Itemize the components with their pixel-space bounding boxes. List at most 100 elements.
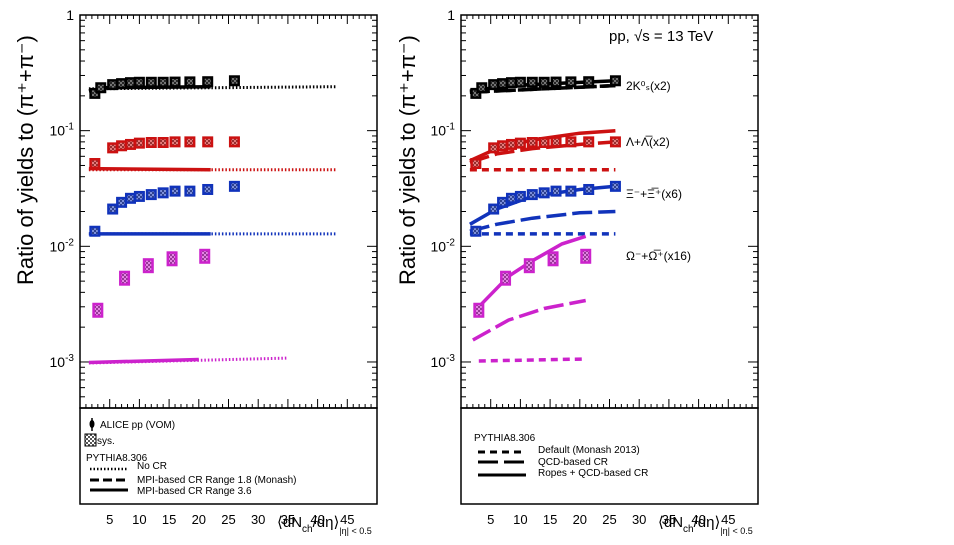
sys-error-box — [204, 186, 211, 193]
sys-error-box — [169, 253, 176, 264]
species-label-lambda: Λ+Λ̅(x2) — [626, 135, 670, 149]
data-points — [89, 75, 240, 318]
x-axis-title-sub1: ch — [683, 524, 694, 535]
legend-mpi36-label: MPI-based CR Range 3.6 — [137, 486, 252, 497]
sys-error-box — [91, 228, 98, 235]
model-line — [88, 357, 199, 365]
x-tick-label: 30 — [632, 512, 646, 527]
y-axis-title: Ratio of yields to (π⁺+π⁻) — [395, 35, 420, 285]
x-axis-title: ⟨dNch/dη⟩|η| < 0.5 — [658, 514, 753, 536]
x-tick-label: 30 — [251, 512, 265, 527]
sys-error-box — [148, 139, 155, 146]
legend-default-label: Default (Monash 2013) — [538, 445, 640, 456]
sys-error-box — [612, 183, 619, 190]
y-tick-label: 1 — [447, 7, 455, 23]
species-label-omega: Ω⁻+Ω̅⁺(x16) — [626, 249, 691, 263]
legend-alice: ALICE pp (VOM) — [89, 418, 175, 431]
energy-label: pp, √s = 13 TeV — [609, 28, 713, 45]
sys-error-box — [582, 251, 589, 262]
sys-error-box — [231, 77, 238, 84]
sys-error-box — [517, 193, 524, 200]
model-line — [88, 85, 336, 91]
sys-error-box — [502, 273, 509, 284]
y-tick-label: 10-3 — [50, 353, 75, 370]
sys-error-box — [585, 186, 592, 193]
x-tick-label: 40 — [310, 512, 324, 527]
legend-box — [460, 407, 759, 505]
sys-error-box — [553, 188, 560, 195]
sys-error-box — [121, 273, 128, 284]
sys-error-box — [204, 138, 211, 145]
legend-generator: PYTHIA8.306 — [86, 453, 148, 464]
sys-error-box — [201, 251, 208, 262]
x-tick-label: 15 — [162, 512, 176, 527]
y-tick-label: 10-1 — [50, 122, 75, 139]
x-tick-label: 45 — [340, 512, 354, 527]
data-points — [470, 75, 621, 318]
sys-error-box — [231, 138, 238, 145]
sys-error-box — [585, 138, 592, 145]
legend-alice-label: ALICE pp (VOM) — [100, 420, 175, 431]
y-tick-label: 10-1 — [431, 122, 456, 139]
sys-error-box — [612, 138, 619, 145]
sys-error-box — [541, 189, 548, 196]
legend-sys: sys. — [84, 433, 115, 447]
model-line — [472, 298, 587, 342]
sys-error-box — [172, 188, 179, 195]
left-panel: 5 10 15 20 25 30 35 40 45 1 10-1 10-2 10-3 Ratio of… — [13, 7, 378, 536]
legend-sys-label: sys. — [97, 436, 115, 447]
sys-error-box — [541, 79, 548, 86]
sys-error-box — [118, 142, 125, 149]
model-line — [88, 166, 211, 172]
sys-error-box — [585, 78, 592, 85]
x-tick-label: 25 — [602, 512, 616, 527]
sys-error-box — [127, 79, 134, 86]
x-axis-title-sub2: |η| < 0.5 — [339, 526, 371, 536]
sys-error-box — [91, 90, 98, 97]
sys-error-box — [612, 77, 619, 84]
x-tick-label: 15 — [543, 512, 557, 527]
sys-error-box — [136, 193, 143, 200]
model-lines — [469, 79, 616, 363]
sys-error-box — [499, 199, 506, 206]
model-line — [469, 209, 616, 233]
sys-error-box — [499, 142, 506, 149]
sys-error-box — [529, 79, 536, 86]
sys-error-box — [136, 140, 143, 147]
legend-ropes-label: Ropes + QCD-based CR — [538, 468, 648, 479]
sys-error-box — [529, 191, 536, 198]
x-axis-title-sub2: |η| < 0.5 — [720, 526, 752, 536]
sys-error-box — [204, 78, 211, 85]
sys-error-box — [472, 228, 479, 235]
sys-error-box — [567, 188, 574, 195]
sys-error-box — [127, 195, 134, 202]
model-lines — [88, 84, 336, 365]
legend-no-cr-label: No CR — [137, 461, 167, 472]
y-ticks: 1 10-1 10-2 10-3 — [50, 7, 377, 409]
sys-error-box — [145, 260, 152, 271]
y-tick-label: 1 — [66, 7, 74, 23]
x-tick-label: 25 — [221, 512, 235, 527]
sys-error-box — [472, 90, 479, 97]
legend-qcd-label: QCD-based CR — [538, 457, 608, 468]
sys-error-box — [553, 79, 560, 86]
sys-error-box — [148, 79, 155, 86]
x-tick-label: 20 — [573, 512, 587, 527]
species-label-k0s: 2K⁰ₛ(x2) — [626, 79, 671, 93]
y-tick-label: 10-3 — [431, 353, 456, 370]
sys-error-box — [109, 81, 116, 88]
sys-error-box — [490, 81, 497, 88]
sys-error-box — [529, 139, 536, 146]
x-tick-label: 5 — [106, 512, 113, 527]
sys-error-box — [231, 183, 238, 190]
sys-error-box — [127, 141, 134, 148]
sys-error-box — [186, 188, 193, 195]
sys-error-box — [490, 206, 497, 213]
y-axis-title: Ratio of yields to (π⁺+π⁻) — [13, 35, 38, 285]
y-tick-label: 10-2 — [431, 237, 456, 254]
sys-error-box — [517, 79, 524, 86]
sys-error-box — [160, 139, 167, 146]
sys-error-box — [91, 160, 98, 167]
x-axis-title-main: ⟨dN — [658, 514, 683, 531]
sys-error-box — [478, 84, 485, 91]
